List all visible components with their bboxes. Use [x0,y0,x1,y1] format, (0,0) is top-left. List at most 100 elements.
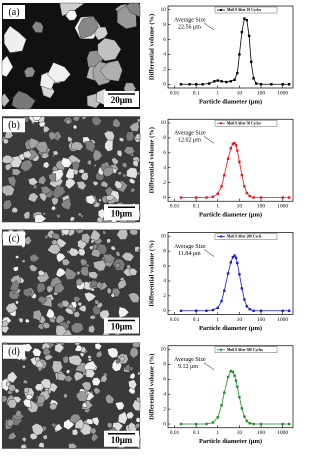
particle [89,314,97,320]
particle [48,131,58,141]
particle [1,320,9,328]
particle [51,154,56,158]
particle [79,266,89,277]
particle [65,369,71,374]
particle [46,244,61,255]
annotation-value: 12.02 μm [178,138,201,144]
y-tick-label: 10 [161,7,167,13]
particle [128,379,138,391]
data-point [216,306,219,309]
particle [37,323,45,331]
particle [129,229,139,236]
particle [71,161,81,171]
scale-bar-label: 20μm [111,95,133,105]
particle [1,154,14,164]
particle [81,232,91,245]
particle [121,162,128,169]
particle [96,302,104,309]
panel-label: (d) [8,347,20,358]
data-point [201,83,204,86]
particle [115,358,121,364]
data-point [226,272,230,275]
legend-label: Mn0.9 After 200 Cycle [227,235,262,239]
particle [32,347,42,357]
data-point [220,185,223,188]
particle [14,388,20,394]
particle [51,360,64,373]
x-tick-label: 100 [257,90,266,96]
data-point [188,83,191,86]
particle [85,418,94,425]
data-point [245,305,249,308]
particle [15,410,22,418]
data-point [205,422,208,426]
particle [70,322,85,334]
y-tick-label: 0 [163,308,166,314]
particle [31,422,44,436]
particle [92,149,103,162]
particle [55,267,67,278]
particle [7,431,17,440]
panel-label-box [3,5,25,19]
y-tick-label: 0 [163,421,166,427]
particle [118,137,125,143]
plot-frame [167,345,294,429]
scale-bar-box [104,317,139,334]
data-point [231,370,235,374]
particle [65,319,72,326]
x-tick-label: 0.01 [170,430,180,436]
data-point [259,422,263,426]
y-axis-label: Differential volume (%) [148,127,155,193]
particle [76,229,85,235]
annotation-title: Average Size [174,131,206,137]
x-tick-label: 0.01 [170,317,180,323]
particle [130,187,136,193]
data-point [281,422,284,426]
x-tick-label: 10 [237,204,243,210]
particle [90,239,96,244]
particle [37,395,46,405]
particle [74,344,83,352]
data-point [236,261,239,265]
particle [68,442,78,449]
particle [52,150,59,156]
particle [71,307,77,313]
sem-image [1,229,141,336]
particle [73,371,85,382]
legend-box [214,6,278,14]
data-point [223,173,226,177]
particle [78,304,87,313]
particle [65,10,78,21]
data-point [249,60,253,64]
particle [14,255,20,259]
particle [114,180,123,190]
particle [81,116,87,121]
particle [20,159,34,172]
x-tick-label: 0.1 [193,430,200,436]
annotation-arrow [203,362,215,370]
scale-bar-label: 10μm [111,208,133,218]
scale-bar-box [104,430,139,447]
data-point [259,83,263,86]
x-tick-label: 10 [237,90,243,96]
panel-label: (b) [8,120,20,131]
particle [106,287,112,295]
particle [73,295,81,303]
data-point [179,196,183,199]
particle [73,310,81,318]
data-point [238,160,241,163]
particle [65,177,76,190]
data-point [238,273,241,276]
particle [3,25,27,53]
y-tick-label: 0 [163,82,166,88]
data-point [216,79,219,82]
x-tick-label: 0.1 [193,90,200,96]
particle [91,116,102,127]
annotation-value: 11.84 μm [178,251,201,257]
particle [6,371,18,384]
particle [121,173,128,178]
particle [136,397,141,403]
particle [129,346,139,359]
particle [34,214,47,223]
particle [90,248,102,258]
